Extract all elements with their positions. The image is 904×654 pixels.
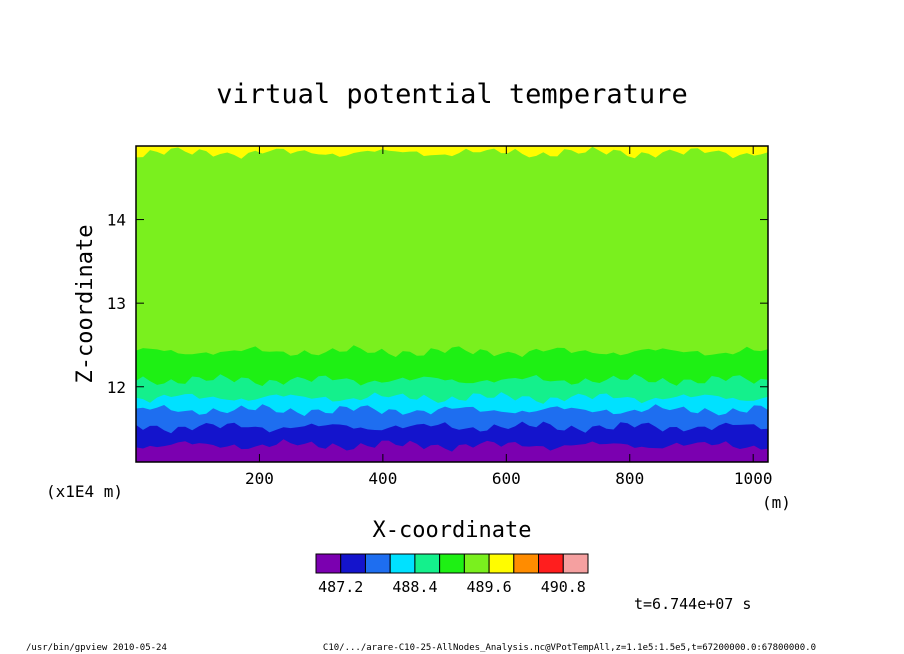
colorbar-cell [538,553,564,574]
y-axis-label: Z-coordinate [73,225,98,384]
x-tick-label: 600 [492,469,521,488]
y-tick-label: 13 [107,294,126,313]
colorbar-label: 488.4 [392,578,437,596]
plot-area: 200 400 600 800 1000 12 13 14 [107,145,773,488]
colorbar-label: 490.8 [541,578,586,596]
chart-title: virtual potential temperature [216,79,687,110]
x-tick-label: 800 [615,469,644,488]
colorbar-cell [389,553,416,574]
colorbar-cell [340,553,366,574]
colorbar-cell [364,553,391,574]
colorbar-label: 489.6 [467,578,512,596]
time-label: t=6.744e+07 s [634,595,751,613]
x-axis-label: X-coordinate [373,518,532,543]
colorbar-cell [562,553,589,574]
y-tick-label: 12 [107,378,126,397]
contour-band-base [136,439,768,462]
footer-right: C10/.../arare-C10-25-AllNodes_Analysis.n… [323,643,816,653]
x-tick-label: 1000 [734,469,773,488]
colorbar-cell [488,553,515,574]
y-axis-unit: (x1E4 m) [46,482,123,501]
colorbar: 487.2 488.4 489.6 490.8 [315,553,589,596]
colorbar-cell [414,553,441,574]
colorbar-cell [513,553,540,574]
y-tick-label: 14 [107,211,126,230]
colorbar-cell [463,553,490,574]
colorbar-label: 487.2 [318,578,363,596]
x-axis-unit: (m) [762,493,791,512]
colorbar-cell [439,553,465,574]
plot-frame [135,145,769,463]
footer-left: /usr/bin/gpview 2010-05-24 [26,643,167,653]
colorbar-cell [315,553,342,574]
x-tick-label: 400 [368,469,397,488]
x-tick-label: 200 [245,469,274,488]
